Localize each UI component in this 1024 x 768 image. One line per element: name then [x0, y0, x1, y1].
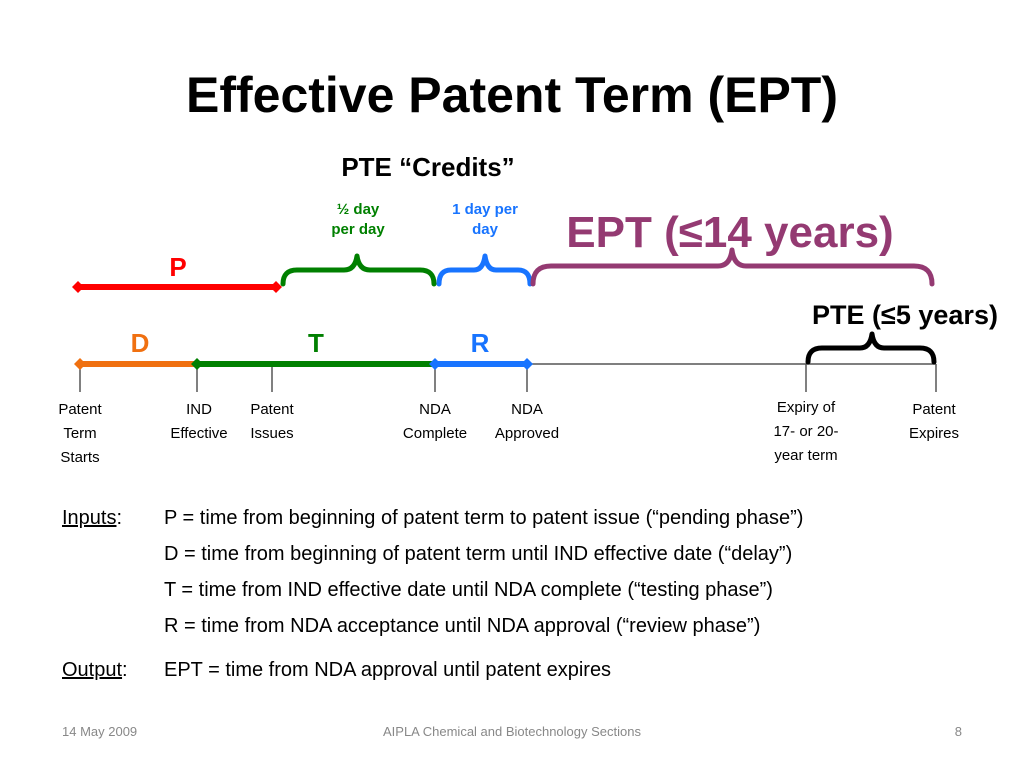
input-definition: R = time from NDA acceptance until NDA a…: [164, 615, 761, 637]
inputs-list: P = time from beginning of patent term t…: [164, 500, 803, 644]
phase-d-label: D: [130, 328, 150, 358]
input-definition: T = time from IND effective date until N…: [164, 579, 773, 601]
output-key: Output:: [62, 652, 164, 688]
inputs-row: Inputs: P = time from beginning of paten…: [62, 500, 803, 644]
footer-page-number: 8: [954, 724, 962, 739]
inputs-key: Inputs:: [62, 500, 164, 644]
tick-label-patent-expires: Patent Expires: [879, 398, 989, 446]
tick-label-ind-effective: IND Effective: [144, 398, 254, 446]
one-day-rate-line2: day: [472, 221, 498, 238]
tick-label-patent-issues: Patent Issues: [217, 398, 327, 446]
tick-label-line: Expiry of: [776, 399, 836, 416]
tick-label-line: Patent: [58, 401, 102, 418]
tick-label-nda-approved: NDA Approved: [472, 398, 582, 446]
output-sep: :: [122, 659, 128, 681]
phase-r-bar: [429, 358, 533, 370]
slide-title: Effective Patent Term (EPT): [185, 67, 838, 123]
phase-p-label: P: [169, 252, 187, 282]
tick-label-line: year term: [774, 447, 838, 464]
tick-label-line: Starts: [60, 449, 100, 466]
tick-label-line: Patent: [250, 401, 294, 418]
phase-t-bar: [191, 358, 435, 370]
tick-label-expiry-of-term: Expiry of 17- or 20- year term: [751, 396, 861, 468]
half-day-rate-line2: per day: [331, 221, 385, 238]
footer-organization: AIPLA Chemical and Biotechnology Section…: [383, 724, 641, 739]
input-definition: P = time from beginning of patent term t…: [164, 507, 804, 529]
tick-label-line: Patent: [912, 401, 956, 418]
phase-r-label: R: [470, 328, 490, 358]
output-definition: EPT = time from NDA approval until paten…: [164, 659, 612, 681]
phase-d-bar: [74, 358, 197, 370]
tick-label-line: IND: [186, 401, 212, 418]
output-row: Output: EPT = time from NDA approval unt…: [62, 652, 803, 688]
one-day-rate-line1: 1 day per: [452, 201, 518, 218]
tick-label-line: Complete: [402, 425, 468, 442]
ept-label: EPT (≤14 years): [566, 208, 894, 257]
tick-label-line: Effective: [170, 425, 228, 442]
one-day-rate-label: 1 day per day: [438, 200, 532, 240]
one-day-credit-brace: [436, 253, 533, 287]
tick-label-nda-complete: NDA Complete: [380, 398, 490, 446]
phase-t-label: T: [308, 328, 324, 358]
pte-credits-label: PTE “Credits”: [341, 152, 515, 182]
tick-label-line: NDA: [511, 401, 543, 418]
definitions-block: Inputs: P = time from beginning of paten…: [62, 500, 803, 688]
phase-p-bar: [72, 281, 282, 293]
half-day-rate-line1: ½ day: [336, 201, 380, 218]
inputs-label: Inputs: [62, 507, 117, 529]
inputs-sep: :: [116, 507, 123, 529]
input-definition: D = time from beginning of patent term u…: [164, 543, 793, 565]
half-day-rate-label: ½ day per day: [318, 200, 398, 240]
pte-label: PTE (≤5 years): [812, 300, 998, 330]
tick-label-line: Issues: [250, 425, 294, 442]
half-day-credit-brace: [280, 253, 437, 287]
output-label: Output: [62, 659, 123, 681]
tick-label-line: Approved: [494, 425, 560, 442]
tick-label-line: Expires: [908, 425, 960, 442]
ept-brace: [530, 247, 935, 287]
footer-date: 14 May 2009: [62, 724, 138, 739]
pte-brace: [805, 331, 937, 365]
tick-label-line: NDA: [419, 401, 451, 418]
tick-label-line: 17- or 20-: [773, 423, 839, 440]
tick-label-line: Term: [63, 425, 97, 442]
tick-label-patent-term-starts: Patent Term Starts: [25, 398, 135, 470]
